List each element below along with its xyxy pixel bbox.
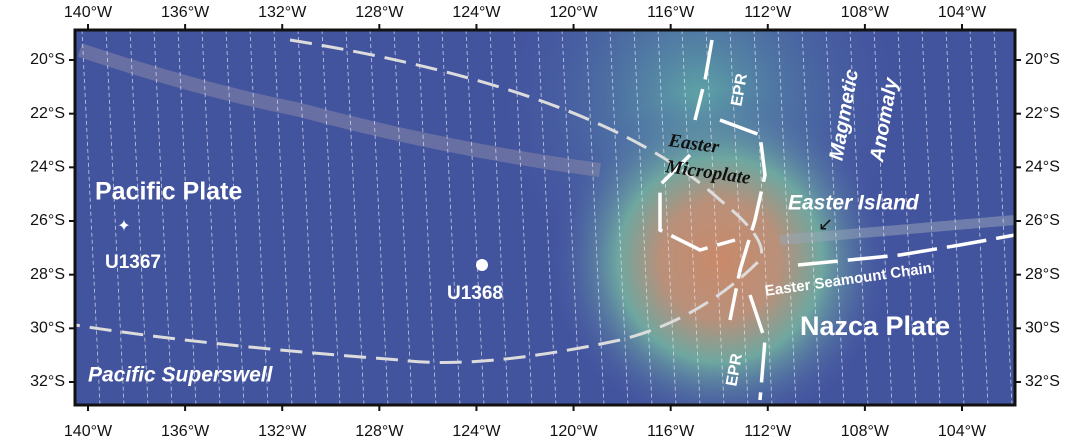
lon-tick-label: 124°W [452, 4, 501, 21]
lon-tick-label: 124°W [452, 423, 501, 440]
lon-tick-label: 108°W [841, 423, 890, 440]
lon-tick-label: 112°W [744, 423, 792, 440]
island-label: Easter Island [788, 192, 920, 215]
island-arrow: ↙ [818, 214, 833, 234]
lon-tick-label: 112°W [744, 4, 792, 21]
lon-tick-label: 104°W [938, 4, 987, 21]
lon-tick-label: 116°W [647, 4, 695, 21]
lat-tick-label: 26°S [1025, 212, 1060, 229]
lat-tick-label: 24°S [30, 159, 65, 176]
lon-tick-label: 128°W [355, 423, 404, 440]
site-marker: ✦ [117, 218, 130, 235]
plate-label: Pacific Plate [95, 178, 242, 206]
lon-tick-label: 104°W [938, 423, 987, 440]
lon-tick-label: 136°W [161, 4, 210, 21]
lat-tick-label: 32°S [30, 373, 65, 390]
lat-tick-label: 28°S [30, 266, 65, 283]
lat-tick-label: 32°S [1025, 373, 1060, 390]
lat-tick-label: 20°S [30, 51, 65, 68]
site-marker [476, 259, 488, 271]
lon-tick-label: 132°W [258, 423, 307, 440]
site-label: U1367 [105, 252, 161, 273]
lon-tick-label: 128°W [355, 4, 404, 21]
lat-tick-label: 30°S [1025, 320, 1060, 337]
lat-tick-label: 20°S [1025, 51, 1060, 68]
lon-tick-label: 120°W [549, 4, 598, 21]
lon-tick-label: 140°W [64, 4, 113, 21]
lon-tick-label: 120°W [549, 423, 598, 440]
lat-tick-label: 26°S [30, 212, 65, 229]
lat-tick-label: 30°S [30, 320, 65, 337]
lon-tick-label: 136°W [161, 423, 210, 440]
region-label: Pacific Superswell [88, 364, 274, 387]
site-label: U1368 [447, 283, 503, 304]
lat-tick-label: 28°S [1025, 266, 1060, 283]
lat-tick-label: 24°S [1025, 159, 1060, 176]
lat-tick-label: 22°S [30, 105, 65, 122]
lon-tick-label: 108°W [841, 4, 890, 21]
plate-label: Nazca Plate [800, 311, 950, 341]
lon-tick-label: 140°W [64, 423, 113, 440]
lon-tick-label: 132°W [258, 4, 307, 21]
lon-tick-label: 116°W [647, 423, 695, 440]
map: 140°W 140°W 136°W 136°W 132°W 132°W 128°W 128°W… [0, 0, 1075, 447]
lat-tick-label: 22°S [1025, 105, 1060, 122]
